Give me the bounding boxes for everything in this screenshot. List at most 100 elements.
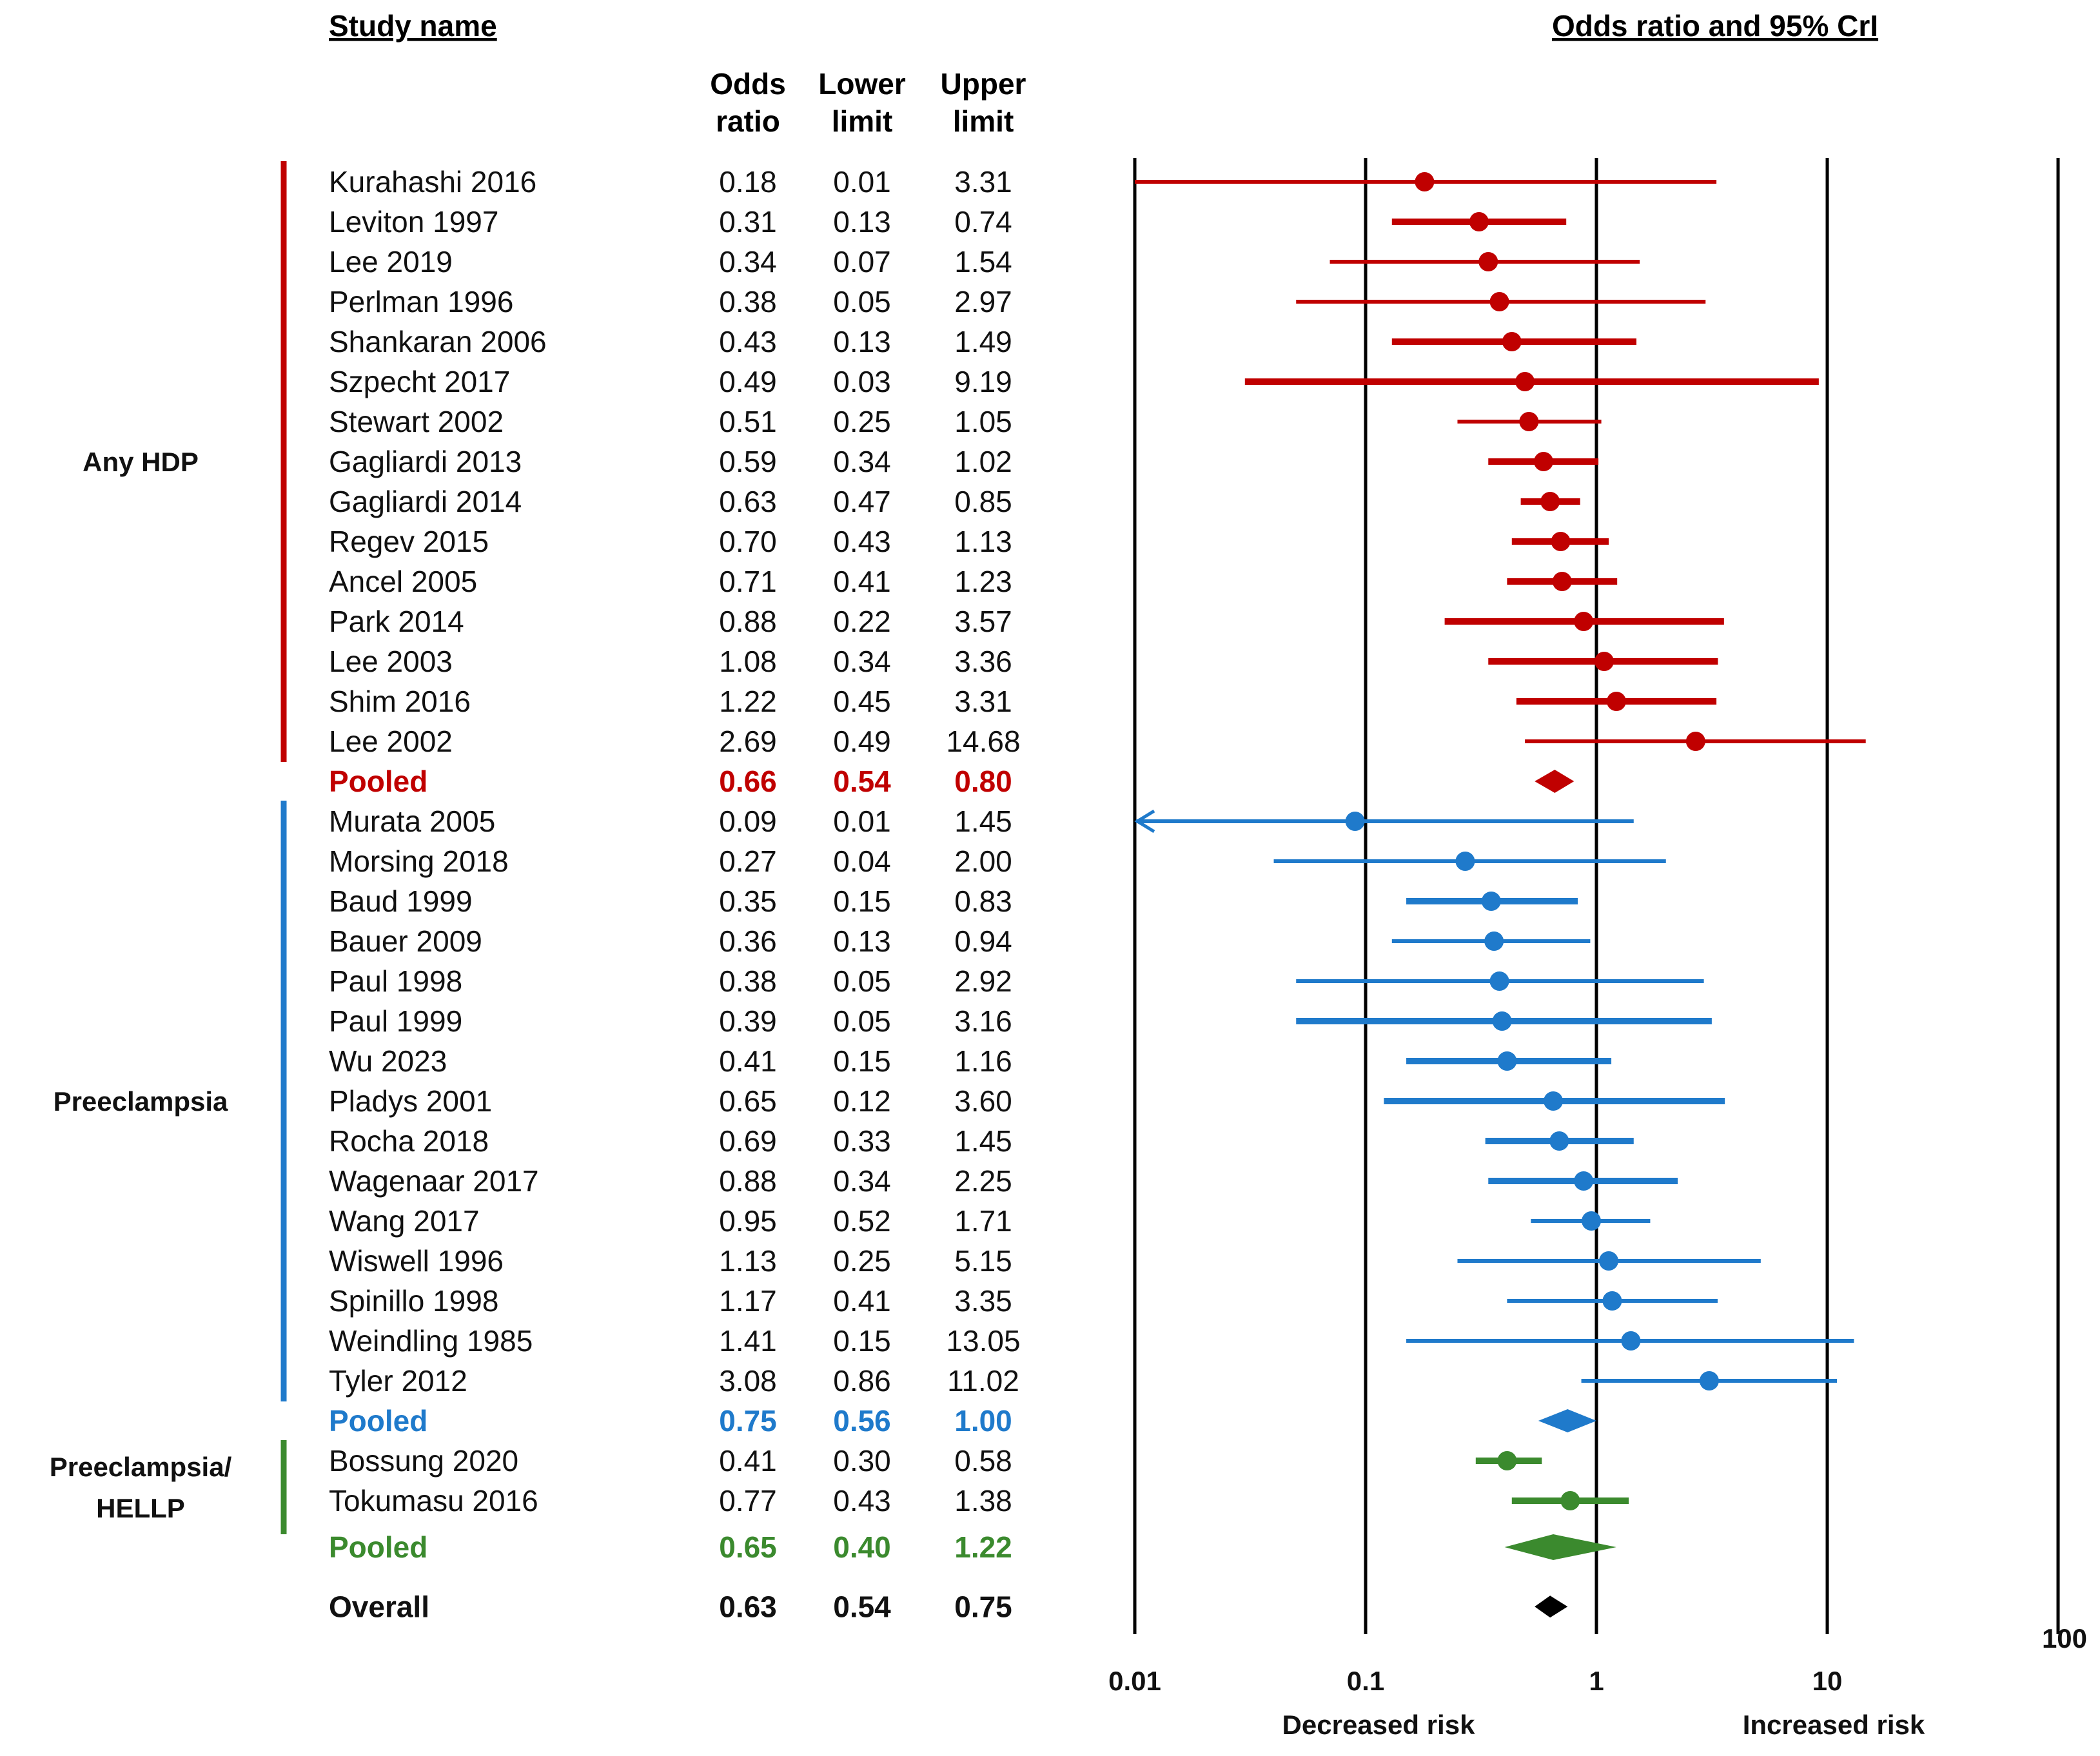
upper-limit-value: 0.94: [954, 924, 1012, 958]
point-estimate: [1549, 1131, 1569, 1151]
x-axis: 0.01 0.1 1 10 100 Decreased risk Increased ris…: [1108, 1623, 2087, 1740]
study-label: Tyler 2012: [329, 1364, 467, 1398]
upper-limit-value: 2.00: [954, 844, 1012, 878]
study-rows: Kurahashi 2016 0.18 0.01 3.31 Leviton 1997 0.…: [329, 165, 1866, 1623]
odds-ratio-value: 0.88: [719, 605, 777, 638]
odds-ratio-value: 1.17: [719, 1284, 777, 1318]
lower-limit-value: 0.22: [833, 605, 891, 638]
point-estimate: [1540, 492, 1560, 511]
point-estimate: [1345, 812, 1365, 831]
pooled-diamond: [1504, 1534, 1616, 1560]
decreased-risk-label: Decreased risk: [1282, 1710, 1476, 1740]
odds-ratio-value: 0.65: [719, 1084, 777, 1118]
study-label: Gagliardi 2013: [329, 445, 522, 478]
odds-ratio-value: 0.27: [719, 844, 777, 878]
point-estimate: [1497, 1051, 1517, 1071]
study-label: Lee 2003: [329, 645, 453, 678]
study-label: Regev 2015: [329, 525, 489, 558]
upper-limit-value: 2.25: [954, 1164, 1012, 1198]
odds-ratio-value: 0.09: [719, 805, 777, 838]
odds-ratio-value: 0.35: [719, 884, 777, 918]
point-estimate: [1602, 1291, 1622, 1311]
upper-limit-value: 3.16: [954, 1004, 1012, 1038]
upper-limit-value: 2.97: [954, 285, 1012, 318]
odds-ratio-value: 0.71: [719, 565, 777, 598]
group-label: Preeclampsia: [54, 1086, 228, 1117]
point-estimate: [1489, 971, 1509, 991]
odds-ratio-value: 2.69: [719, 725, 777, 758]
lower-limit-value: 0.33: [833, 1124, 891, 1158]
odds-ratio-value: 0.38: [719, 964, 777, 998]
odds-ratio-value: 0.49: [719, 365, 777, 398]
point-estimate: [1544, 1091, 1564, 1111]
point-estimate: [1455, 852, 1475, 871]
study-label: Weindling 1985: [329, 1324, 533, 1358]
point-estimate: [1492, 1011, 1512, 1031]
study-label: Lee 2019: [329, 245, 453, 278]
col-header-odds-1: Odds: [710, 67, 786, 101]
odds-ratio-value: 0.39: [719, 1004, 777, 1038]
point-estimate: [1484, 932, 1504, 951]
upper-limit-value: 3.35: [954, 1284, 1012, 1318]
odds-ratio-value: 0.66: [719, 765, 777, 798]
point-estimate: [1582, 1211, 1602, 1231]
odds-ratio-value: 0.34: [719, 245, 777, 278]
study-label: Perlman 1996: [329, 285, 513, 318]
upper-limit-value: 1.71: [954, 1204, 1012, 1238]
point-estimate: [1560, 1491, 1580, 1510]
point-estimate: [1685, 732, 1705, 751]
lower-limit-value: 0.41: [833, 1284, 891, 1318]
study-label: Leviton 1997: [329, 205, 498, 239]
odds-ratio-value: 0.36: [719, 924, 777, 958]
upper-limit-value: 1.38: [954, 1484, 1012, 1517]
study-label: Bossung 2020: [329, 1444, 518, 1478]
study-label: Pooled: [329, 1404, 427, 1438]
study-label: Kurahashi 2016: [329, 165, 536, 199]
upper-limit-value: 1.13: [954, 525, 1012, 558]
upper-limit-value: 13.05: [946, 1324, 1020, 1358]
study-label: Baud 1999: [329, 884, 473, 918]
lower-limit-value: 0.15: [833, 884, 891, 918]
lower-limit-value: 0.86: [833, 1364, 891, 1398]
increased-risk-label: Increased risk: [1743, 1710, 1925, 1740]
upper-limit-value: 0.85: [954, 485, 1012, 518]
study-label: Wagenaar 2017: [329, 1164, 539, 1198]
upper-limit-value: 11.02: [947, 1364, 1019, 1398]
lower-limit-value: 0.05: [833, 1004, 891, 1038]
pooled-diamond: [1538, 1409, 1596, 1432]
upper-limit-value: 3.57: [954, 605, 1012, 638]
lower-limit-value: 0.13: [833, 924, 891, 958]
point-estimate: [1489, 292, 1509, 311]
col-header-odds-2: ratio: [716, 104, 780, 138]
x-tick-label: 10: [1812, 1666, 1843, 1696]
lower-limit-value: 0.13: [833, 325, 891, 358]
upper-limit-value: 1.02: [954, 445, 1012, 478]
study-label: Stewart 2002: [329, 405, 504, 438]
odds-ratio-value: 0.69: [719, 1124, 777, 1158]
odds-ratio-value: 0.65: [719, 1530, 777, 1564]
upper-limit-value: 2.92: [954, 964, 1012, 998]
upper-limit-value: 5.15: [954, 1244, 1012, 1278]
study-label: Bauer 2009: [329, 924, 482, 958]
group-label: HELLP: [96, 1493, 185, 1523]
upper-limit-value: 1.23: [954, 565, 1012, 598]
odds-ratio-value: 0.88: [719, 1164, 777, 1198]
odds-ratio-value: 1.22: [719, 685, 777, 718]
study-name-header: Study name: [329, 9, 497, 43]
x-tick-label: 0.1: [1347, 1666, 1384, 1696]
x-tick-label: 1: [1589, 1666, 1604, 1696]
odds-ratio-value: 0.77: [719, 1484, 777, 1517]
lower-limit-value: 0.07: [833, 245, 891, 278]
lower-limit-value: 0.56: [833, 1404, 891, 1438]
point-estimate: [1552, 572, 1572, 591]
point-estimate: [1519, 412, 1539, 431]
col-header-upper-2: limit: [953, 104, 1014, 138]
lower-limit-value: 0.04: [833, 844, 891, 878]
lower-limit-value: 0.43: [833, 525, 891, 558]
upper-limit-value: 3.36: [954, 645, 1012, 678]
odds-ratio-value: 1.08: [719, 645, 777, 678]
upper-limit-value: 3.60: [954, 1084, 1012, 1118]
point-estimate: [1699, 1371, 1719, 1390]
lower-limit-value: 0.52: [833, 1204, 891, 1238]
